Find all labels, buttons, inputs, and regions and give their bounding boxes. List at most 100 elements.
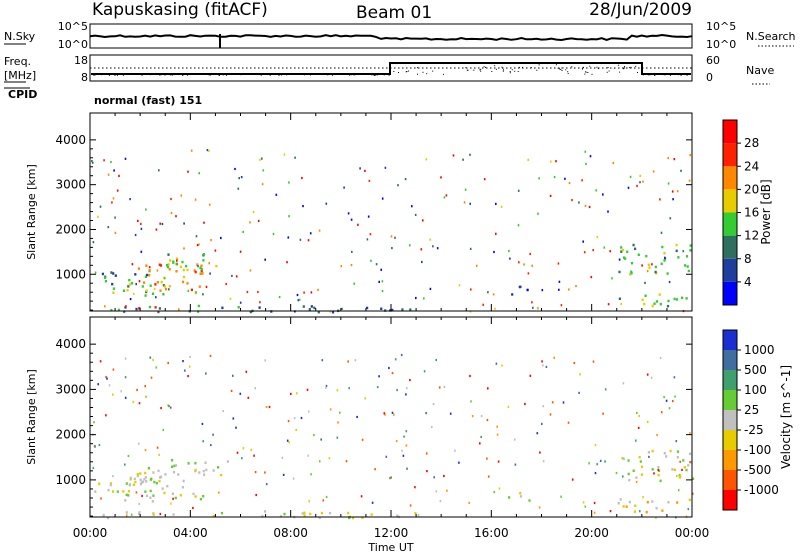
heatmap-cell bbox=[524, 402, 526, 406]
heatmap-cell bbox=[446, 489, 448, 492]
nave-dot bbox=[240, 74, 242, 76]
heatmap-cell bbox=[149, 496, 152, 499]
nave-dot bbox=[432, 70, 434, 72]
heatmap-cell bbox=[258, 306, 261, 309]
heatmap-cell bbox=[594, 472, 597, 475]
heatmap-cell bbox=[629, 175, 632, 178]
heatmap-cell bbox=[179, 494, 182, 497]
y-tick-label: 4000 bbox=[55, 133, 86, 147]
heatmap-cell bbox=[469, 202, 471, 205]
heatmap-cell bbox=[469, 153, 471, 156]
noise-panel: N.Sky 10^5 10^0 10^5 10^0 N.Search bbox=[4, 20, 796, 51]
heatmap-cell bbox=[602, 193, 604, 196]
heatmap-cell bbox=[653, 472, 655, 475]
heatmap-cell bbox=[294, 156, 296, 159]
heatmap-cell bbox=[292, 477, 295, 480]
heatmap-cell bbox=[322, 499, 325, 502]
heatmap-cell bbox=[112, 272, 115, 275]
heatmap-cell bbox=[648, 266, 651, 269]
heatmap-cell bbox=[128, 483, 132, 486]
heatmap-cell bbox=[628, 500, 631, 504]
heatmap-cell bbox=[511, 293, 514, 296]
heatmap-cell bbox=[307, 454, 309, 457]
nave-dot bbox=[349, 74, 351, 76]
heatmap-cell bbox=[483, 178, 486, 181]
heatmap-cell bbox=[125, 493, 128, 497]
nave-dot bbox=[203, 73, 205, 75]
heatmap-cell bbox=[673, 468, 676, 472]
heatmap-cell bbox=[400, 353, 403, 357]
heatmap-cell bbox=[578, 391, 580, 394]
heatmap-cell bbox=[202, 495, 205, 498]
heatmap-cell bbox=[514, 463, 517, 466]
heatmap-cell bbox=[325, 202, 328, 205]
heatmap-cell bbox=[145, 395, 147, 398]
heatmap-cell bbox=[604, 388, 607, 391]
heatmap-cell bbox=[231, 274, 233, 277]
heatmap-cell bbox=[152, 513, 155, 516]
colorbar-tick-label: -100 bbox=[744, 443, 771, 457]
heatmap-cell bbox=[675, 298, 679, 301]
heatmap-cell bbox=[138, 402, 141, 405]
heatmap-cell bbox=[672, 198, 674, 201]
heatmap-cell bbox=[643, 302, 646, 306]
heatmap-cell bbox=[99, 205, 102, 208]
heatmap-cell bbox=[94, 271, 97, 274]
heatmap-cell bbox=[123, 310, 126, 313]
heatmap-cell bbox=[168, 268, 171, 271]
nave-dot bbox=[405, 71, 407, 73]
heatmap-cell bbox=[155, 228, 158, 231]
heatmap-cell bbox=[157, 469, 160, 473]
heatmap-cell bbox=[299, 238, 302, 241]
heatmap-cell bbox=[645, 510, 648, 514]
nave-dot bbox=[628, 67, 630, 69]
heatmap-cell bbox=[529, 374, 532, 377]
heatmap-cell bbox=[167, 361, 169, 364]
nave-dot bbox=[561, 67, 563, 69]
heatmap-cell bbox=[144, 476, 147, 479]
heatmap-cell bbox=[313, 306, 316, 310]
heatmap-cell bbox=[579, 373, 581, 376]
heatmap-cell bbox=[138, 280, 141, 283]
nave-dot bbox=[310, 74, 311, 76]
heatmap-cell bbox=[303, 514, 306, 517]
nave-dot bbox=[373, 74, 375, 76]
heatmap-cell bbox=[183, 222, 185, 225]
colorbar-tick-label: 28 bbox=[744, 136, 759, 150]
heatmap-cell bbox=[443, 196, 446, 199]
heatmap-cell bbox=[495, 362, 498, 365]
nave-label: Nave bbox=[746, 64, 774, 77]
heatmap-cell bbox=[687, 269, 690, 273]
heatmap-cell bbox=[264, 510, 267, 513]
velocity-y-axis: 1000 2000 3000 4000 bbox=[55, 337, 692, 517]
heatmap-cell bbox=[288, 441, 290, 444]
heatmap-cell bbox=[232, 417, 235, 420]
heatmap-cell bbox=[321, 359, 324, 362]
heatmap-cell bbox=[296, 392, 298, 395]
heatmap-cell bbox=[660, 231, 663, 234]
heatmap-cell bbox=[303, 511, 306, 515]
heatmap-cell bbox=[657, 466, 660, 469]
heatmap-cell bbox=[218, 491, 220, 494]
heatmap-cell bbox=[366, 238, 369, 241]
nave-dot bbox=[606, 71, 608, 73]
power-colorbar: 4 8 12 16 20 24 28 bbox=[722, 119, 759, 306]
heatmap-cell bbox=[306, 388, 309, 391]
colorbar-tick-label: -25 bbox=[744, 423, 764, 437]
heatmap-cell bbox=[205, 468, 208, 472]
heatmap-cell bbox=[125, 511, 128, 514]
nave-dot bbox=[289, 73, 291, 75]
heatmap-cell bbox=[220, 473, 223, 477]
nave-dot bbox=[141, 73, 143, 75]
nave-dot bbox=[141, 74, 143, 76]
colorbar-swatch bbox=[723, 235, 737, 259]
heatmap-cell bbox=[336, 389, 339, 392]
freq-series bbox=[91, 62, 691, 75]
heatmap-cell bbox=[638, 456, 641, 459]
nave-dot bbox=[282, 74, 284, 75]
nave-dot bbox=[297, 74, 299, 75]
heatmap-cell bbox=[385, 455, 388, 458]
heatmap-cell bbox=[668, 407, 671, 410]
